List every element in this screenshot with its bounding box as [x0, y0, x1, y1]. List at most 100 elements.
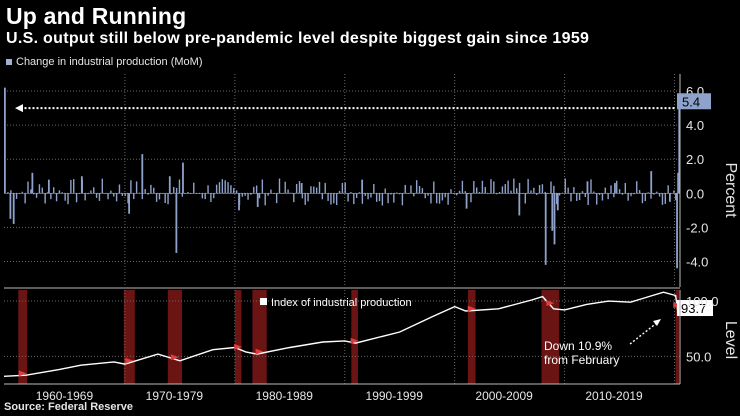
- bar-minor: [307, 193, 309, 202]
- bar-minor: [244, 193, 246, 196]
- bar-minor: [295, 183, 298, 194]
- bar-minor: [133, 193, 135, 200]
- bar-minor: [604, 187, 606, 194]
- bar-minor: [424, 193, 426, 199]
- bar: [650, 171, 653, 194]
- bar-minor: [544, 191, 546, 194]
- bar-minor: [633, 193, 635, 195]
- bar-minor: [127, 193, 129, 204]
- bar-minor: [590, 179, 592, 194]
- bar-minor: [35, 193, 38, 198]
- bar: [300, 183, 303, 194]
- x-tick-label: 1960-1969: [36, 389, 94, 403]
- recession-marker: [18, 370, 27, 377]
- bar-minor: [221, 179, 224, 194]
- bottom-y-tick-label: 50.0: [686, 349, 711, 364]
- top-y-tick-label: 4.0: [686, 118, 704, 133]
- bar-minor: [464, 191, 466, 194]
- bar-minor: [233, 188, 235, 194]
- bar-minor: [587, 193, 589, 205]
- bar: [9, 193, 12, 219]
- bar-minor: [61, 192, 63, 194]
- bar-minor: [407, 193, 409, 194]
- bar-minor: [210, 193, 212, 202]
- top-y-tick-label: 2.0: [686, 152, 704, 167]
- bar: [675, 193, 677, 201]
- callout-value-box: [677, 93, 711, 110]
- bar-minor: [458, 190, 461, 194]
- recession-marker: [125, 357, 134, 364]
- bar-minor: [198, 193, 201, 194]
- bar-minor: [290, 192, 292, 194]
- bar: [676, 193, 678, 269]
- bar-minor: [41, 187, 43, 194]
- bar-minor: [227, 182, 229, 194]
- bar-minor: [410, 185, 412, 194]
- bar-minor: [384, 188, 386, 194]
- bar-minor: [447, 193, 449, 205]
- bar-minor: [455, 193, 458, 196]
- bar-minor: [155, 193, 158, 202]
- bar-minor: [404, 184, 406, 194]
- bar: [544, 193, 547, 265]
- bar-minor: [495, 193, 498, 195]
- bar-minor: [627, 193, 629, 201]
- bar-minor: [190, 193, 192, 194]
- index-line: [3, 291, 680, 377]
- x-tick-label: 1980-1989: [256, 389, 314, 403]
- bar-minor: [110, 190, 112, 194]
- bar-minor: [395, 192, 398, 194]
- bar: [4, 87, 6, 194]
- recession-band: [234, 290, 242, 384]
- bar-minor: [644, 193, 647, 202]
- bar-minor: [153, 187, 155, 194]
- bar-minor: [353, 193, 355, 205]
- recession-marker: [467, 305, 476, 312]
- bar: [361, 179, 364, 194]
- bottom-y-tick-label: 100.0: [686, 294, 719, 309]
- bar-minor: [581, 191, 584, 194]
- bar-minor: [533, 187, 535, 194]
- bar-minor: [570, 193, 572, 202]
- bar: [182, 162, 184, 194]
- bar-minor: [621, 193, 624, 195]
- bar-minor: [64, 193, 66, 201]
- bar-minor: [55, 193, 58, 202]
- bar-minor: [507, 180, 509, 194]
- bar-minor: [381, 193, 384, 206]
- callout-arrowhead: [14, 104, 23, 113]
- bar-minor: [115, 193, 118, 202]
- top-gridlines: [4, 74, 680, 287]
- bar-minor: [484, 187, 486, 194]
- bar-minor: [124, 193, 126, 197]
- recession-marker: [234, 343, 243, 350]
- bar-minor: [510, 190, 512, 194]
- bar-minor: [350, 192, 352, 194]
- bar-minor: [398, 193, 401, 195]
- bar-minor: [313, 186, 315, 194]
- bar-minor: [601, 193, 604, 201]
- bar-minor: [481, 180, 484, 194]
- bar-minor: [315, 187, 318, 194]
- top-y-axis-label: Percent: [722, 162, 739, 218]
- bar-minor: [95, 193, 98, 198]
- bar-minor: [441, 193, 444, 201]
- annotation-arrow: [629, 321, 659, 345]
- bar-minor: [558, 193, 561, 196]
- bar-legend: Change in industrial production (MoM): [6, 56, 202, 68]
- bar-minor: [167, 193, 169, 205]
- bar: [551, 193, 554, 231]
- bar-minor: [567, 187, 569, 194]
- bar-minor: [361, 193, 364, 204]
- line-series: Index of industrial production 93.7 Down 1…: [3, 291, 713, 377]
- bar: [238, 193, 240, 211]
- top-y-tick-label: 0.0: [686, 186, 704, 201]
- bar-minor: [164, 193, 166, 204]
- bar-minor: [38, 184, 41, 194]
- bar: [518, 193, 521, 216]
- bar-legend-swatch: [6, 59, 12, 66]
- bar: [586, 181, 589, 194]
- bar-minor: [667, 185, 669, 194]
- bar-minor: [656, 191, 658, 194]
